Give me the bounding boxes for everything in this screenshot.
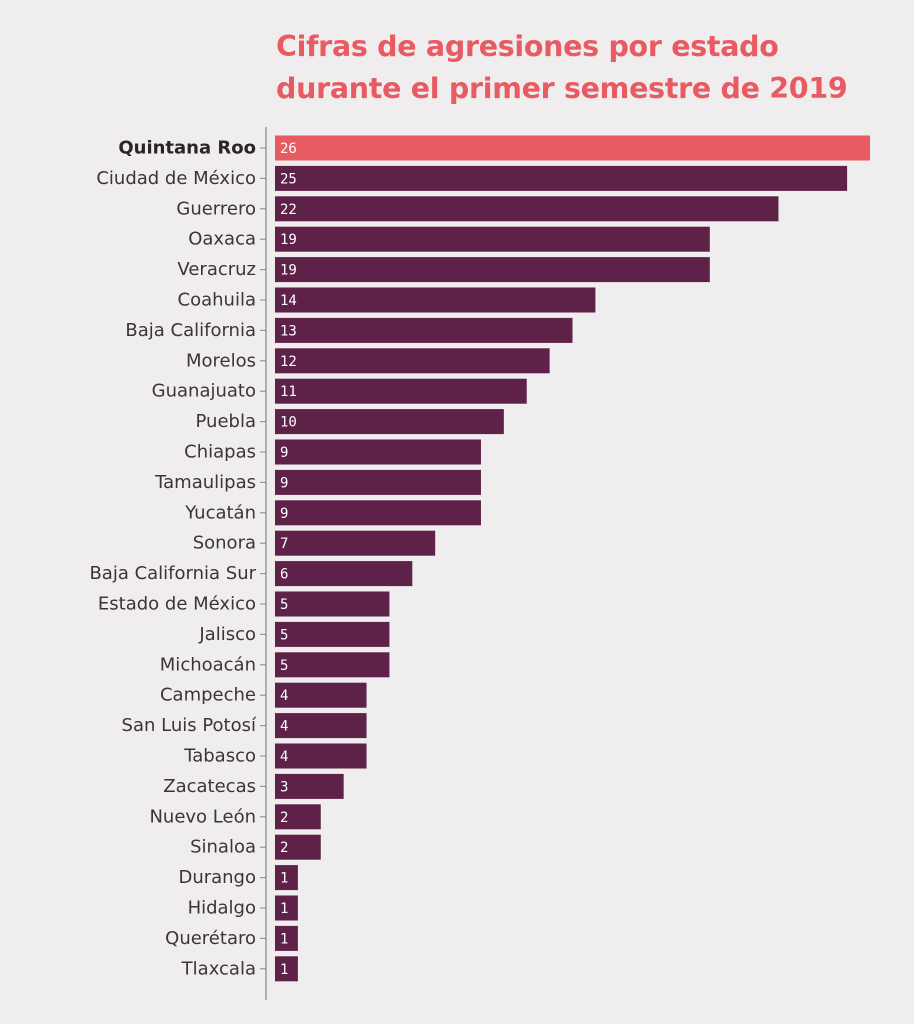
chart-title: Cifras de agresiones por estado durante … bbox=[276, 26, 896, 110]
value-label-zacatecas: 3 bbox=[280, 779, 288, 795]
bar-baja-california-sur bbox=[275, 561, 413, 587]
value-label-michoacan: 5 bbox=[280, 658, 288, 674]
bar-estado-de-mexico bbox=[275, 591, 390, 617]
bar-puebla bbox=[275, 409, 504, 435]
bar-baja-california bbox=[275, 317, 573, 343]
category-label-hidalgo: Hidalgo bbox=[188, 898, 256, 919]
bar-morelos bbox=[275, 348, 550, 374]
bar-durango bbox=[275, 865, 298, 891]
category-label-quintana-roo: Quintana Roo bbox=[118, 138, 256, 159]
value-label-jalisco: 5 bbox=[280, 627, 288, 643]
bar-coahuila bbox=[275, 287, 596, 313]
category-label-baja-california: Baja California bbox=[125, 320, 256, 341]
value-label-veracruz: 19 bbox=[280, 263, 297, 279]
value-label-nuevo-leon: 2 bbox=[280, 810, 288, 826]
category-label-campeche: Campeche bbox=[160, 685, 256, 706]
value-label-san-luis-potosi: 4 bbox=[280, 719, 288, 735]
bar-san-luis-potosi bbox=[275, 713, 367, 739]
bar-sonora bbox=[275, 530, 436, 556]
value-label-guanajuato: 11 bbox=[280, 384, 297, 400]
value-label-queretaro: 1 bbox=[280, 931, 288, 947]
category-label-guerrero: Guerrero bbox=[176, 198, 256, 219]
category-label-sinaloa: Sinaloa bbox=[190, 837, 256, 858]
bar-tamaulipas bbox=[275, 469, 481, 495]
value-label-tamaulipas: 9 bbox=[280, 475, 288, 491]
value-label-baja-california-sur: 6 bbox=[280, 567, 288, 583]
chart-title-line-1: Cifras de agresiones por estado bbox=[276, 30, 779, 63]
category-label-zacatecas: Zacatecas bbox=[163, 776, 256, 797]
category-label-san-luis-potosi: San Luis Potosí bbox=[122, 715, 257, 736]
category-label-estado-de-mexico: Estado de México bbox=[98, 594, 256, 615]
category-label-michoacan: Michoacán bbox=[160, 654, 256, 675]
value-label-estado-de-mexico: 5 bbox=[280, 597, 288, 613]
category-label-sonora: Sonora bbox=[193, 533, 256, 554]
bar-campeche bbox=[275, 682, 367, 708]
chart-title-line-2: durante el primer semestre de 2019 bbox=[276, 72, 848, 105]
category-label-veracruz: Veracruz bbox=[177, 259, 256, 280]
value-label-coahuila: 14 bbox=[280, 293, 297, 309]
bar-jalisco bbox=[275, 621, 390, 647]
category-label-coahuila: Coahuila bbox=[178, 290, 256, 311]
bar-tlaxcala bbox=[275, 956, 298, 982]
bar-quintana-roo bbox=[275, 135, 870, 161]
category-label-baja-california-sur: Baja California Sur bbox=[89, 563, 256, 584]
bar-queretaro bbox=[275, 925, 298, 951]
value-label-sinaloa: 2 bbox=[280, 840, 288, 856]
category-label-guanajuato: Guanajuato bbox=[152, 381, 256, 402]
category-label-tamaulipas: Tamaulipas bbox=[154, 472, 256, 493]
bar-veracruz bbox=[275, 257, 710, 283]
value-label-ciudad-de-mexico: 25 bbox=[280, 171, 297, 187]
bar-tabasco bbox=[275, 743, 367, 769]
value-label-tlaxcala: 1 bbox=[280, 962, 288, 978]
value-label-campeche: 4 bbox=[280, 688, 288, 704]
value-label-puebla: 10 bbox=[280, 415, 297, 431]
category-label-ciudad-de-mexico: Ciudad de México bbox=[96, 168, 256, 189]
bar-guanajuato bbox=[275, 378, 527, 404]
value-label-durango: 1 bbox=[280, 871, 288, 887]
value-label-morelos: 12 bbox=[280, 354, 297, 370]
bar-guerrero bbox=[275, 196, 779, 222]
category-label-chiapas: Chiapas bbox=[184, 442, 256, 463]
value-label-yucatan: 9 bbox=[280, 506, 288, 522]
category-label-durango: Durango bbox=[178, 867, 256, 888]
category-label-jalisco: Jalisco bbox=[198, 624, 256, 645]
bar-ciudad-de-mexico bbox=[275, 165, 848, 191]
value-label-chiapas: 9 bbox=[280, 445, 288, 461]
value-label-oaxaca: 19 bbox=[280, 232, 297, 248]
category-label-morelos: Morelos bbox=[186, 350, 256, 371]
category-label-puebla: Puebla bbox=[196, 411, 256, 432]
value-label-tabasco: 4 bbox=[280, 749, 288, 765]
value-label-guerrero: 22 bbox=[280, 202, 297, 218]
value-label-quintana-roo: 26 bbox=[280, 141, 297, 157]
value-label-hidalgo: 1 bbox=[280, 901, 288, 917]
bar-sinaloa bbox=[275, 834, 321, 860]
bar-hidalgo bbox=[275, 895, 298, 921]
category-label-oaxaca: Oaxaca bbox=[188, 229, 256, 250]
category-label-tabasco: Tabasco bbox=[183, 746, 256, 767]
bar-yucatan bbox=[275, 500, 481, 526]
bar-michoacan bbox=[275, 652, 390, 678]
bar-zacatecas bbox=[275, 773, 344, 799]
bar-chiapas bbox=[275, 439, 481, 465]
category-label-tlaxcala: Tlaxcala bbox=[181, 958, 256, 979]
category-label-queretaro: Querétaro bbox=[165, 928, 256, 949]
category-label-yucatan: Yucatán bbox=[184, 502, 256, 523]
bar-nuevo-leon bbox=[275, 804, 321, 830]
bar-oaxaca bbox=[275, 226, 710, 252]
value-label-sonora: 7 bbox=[280, 536, 288, 552]
value-label-baja-california: 13 bbox=[280, 323, 297, 339]
category-label-nuevo-leon: Nuevo León bbox=[149, 806, 256, 827]
